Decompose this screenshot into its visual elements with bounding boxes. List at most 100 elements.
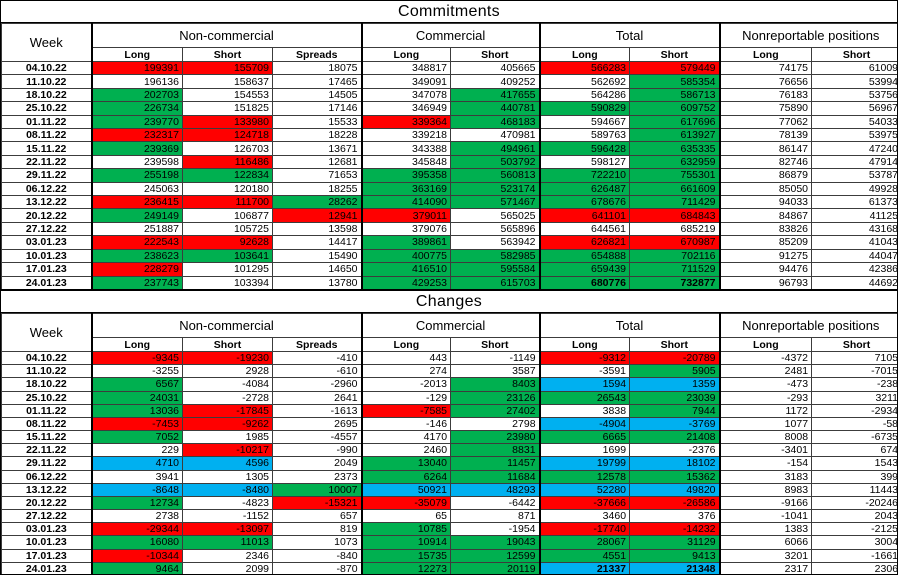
data-cell: 1383 bbox=[719, 522, 813, 537]
data-cell: 617696 bbox=[629, 114, 721, 130]
data-cell: 103641 bbox=[182, 248, 273, 264]
data-cell: 4551 bbox=[539, 548, 631, 563]
table-row: 11.10.22 -3255 2928 -610 274 3587 -3591 5905 248… bbox=[1, 364, 897, 379]
data-cell: 12578 bbox=[539, 469, 631, 484]
table-row: 27.12.22 251887 105725 13598 379076 565896 644… bbox=[1, 221, 897, 237]
data-cell: 28262 bbox=[271, 195, 363, 210]
data-cell: 564286 bbox=[539, 87, 631, 103]
data-cell: 83826 bbox=[719, 221, 813, 237]
data-cell: -9312 bbox=[539, 350, 631, 366]
data-cell: 657 bbox=[271, 509, 363, 524]
table-row: 04.10.22 199391 155709 18075 348817 405665 566… bbox=[1, 60, 897, 76]
data-cell: -26586 bbox=[629, 495, 721, 511]
week-cell: 17.01.23 bbox=[1, 548, 93, 563]
sub-header-row: Long Short Spreads Long Short Long Short… bbox=[2, 337, 897, 352]
data-cell: 6066 bbox=[719, 535, 813, 550]
data-cell: -2376 bbox=[629, 443, 721, 458]
data-cell: 44692 bbox=[811, 275, 897, 291]
data-cell: 1172 bbox=[719, 403, 813, 418]
data-cell: 2317 bbox=[719, 561, 813, 574]
data-cell: 202703 bbox=[91, 87, 183, 103]
table-row: 18.10.22 6567 -4084 -2960 -2013 8403 1594 1359-… bbox=[1, 377, 897, 392]
table-row: 25.10.22 226734 151825 17146 346949 440781 590… bbox=[1, 101, 897, 116]
data-cell: 440781 bbox=[450, 101, 541, 116]
col-header-long: Long bbox=[719, 337, 813, 352]
data-cell: 2928 bbox=[182, 364, 273, 379]
group-header-nonreportable: Nonreportable positions bbox=[719, 313, 897, 338]
data-cell: 9413 bbox=[629, 548, 721, 563]
data-cell: 245063 bbox=[91, 181, 183, 197]
data-cell: -4084 bbox=[182, 377, 273, 392]
data-cell: 54033 bbox=[811, 114, 897, 130]
data-cell: 8983 bbox=[719, 482, 813, 497]
data-cell: -2934 bbox=[811, 403, 897, 418]
data-cell: 155709 bbox=[182, 60, 273, 76]
data-cell: 85050 bbox=[719, 181, 813, 197]
group-header-commercial: Commercial bbox=[361, 23, 541, 48]
data-cell: 92628 bbox=[182, 235, 273, 250]
data-cell: 236415 bbox=[91, 195, 183, 210]
table-row: 25.10.22 24031 -2728 2641 -129 23126 26543 2303… bbox=[1, 390, 897, 405]
week-cell: 11.10.22 bbox=[1, 74, 93, 89]
data-cell: -2013 bbox=[361, 377, 452, 392]
data-cell: 755301 bbox=[629, 168, 721, 183]
data-cell: 43168 bbox=[811, 221, 897, 237]
data-cell: 13040 bbox=[361, 456, 452, 471]
data-cell: 101295 bbox=[182, 262, 273, 277]
week-cell: 22.11.22 bbox=[1, 154, 93, 170]
data-cell: 613927 bbox=[629, 128, 721, 143]
week-cell: 29.11.22 bbox=[1, 168, 93, 183]
data-cell: 400775 bbox=[361, 248, 452, 264]
data-cell: 18075 bbox=[271, 60, 363, 76]
data-cell: 49928 bbox=[811, 181, 897, 197]
group-header-non-commercial: Non-commercial bbox=[90, 313, 363, 338]
table-row: 10.01.23 238623 103641 15490 400775 582985 654… bbox=[1, 248, 897, 264]
data-cell: 11457 bbox=[450, 456, 541, 471]
col-header-long: Long bbox=[91, 47, 183, 62]
data-cell: 503792 bbox=[450, 154, 541, 170]
data-cell: -9262 bbox=[182, 416, 273, 432]
data-cell: 48293 bbox=[450, 482, 541, 497]
data-cell: 17465 bbox=[271, 74, 363, 89]
table-row: 13.12.22 -8648 -8480 10007 50921 48293 52280 49… bbox=[1, 482, 897, 497]
week-cell: 08.11.22 bbox=[1, 128, 93, 143]
col-header-long: Long bbox=[719, 47, 813, 62]
data-cell: 685219 bbox=[629, 221, 721, 237]
data-cell: 18228 bbox=[271, 128, 363, 143]
data-cell: 4596 bbox=[182, 456, 273, 471]
data-cell: 2043 bbox=[811, 509, 897, 524]
data-cell: 12273 bbox=[361, 561, 452, 574]
data-cell: 7944 bbox=[629, 403, 721, 418]
data-cell: 6264 bbox=[361, 469, 452, 484]
data-cell: -2728 bbox=[182, 390, 273, 405]
week-cell: 15.11.22 bbox=[1, 430, 93, 445]
data-cell: -1152 bbox=[182, 509, 273, 524]
group-header-row: Week Non-commercial Commercial Total Non… bbox=[1, 23, 897, 62]
data-cell: 239598 bbox=[91, 154, 183, 170]
data-cell: 237743 bbox=[91, 275, 183, 291]
data-cell: 251887 bbox=[91, 221, 183, 237]
table-row: 22.11.22 239598 116486 12681 345848 503792 598… bbox=[1, 154, 897, 170]
data-cell: 443 bbox=[361, 350, 452, 366]
data-cell: -20246 bbox=[811, 495, 897, 511]
data-cell: 1305 bbox=[182, 469, 273, 484]
data-cell: 21348 bbox=[629, 561, 721, 574]
data-cell: -1954 bbox=[450, 522, 541, 537]
col-header-long: Long bbox=[91, 337, 183, 352]
table-row: 13.12.22 236415 111700 28262 414090 571467 678… bbox=[1, 195, 897, 210]
data-cell: 82746 bbox=[719, 154, 813, 170]
data-cell: -2125 bbox=[811, 522, 897, 537]
data-cell: 15490 bbox=[271, 248, 363, 264]
data-cell: 399 bbox=[811, 469, 897, 484]
data-cell: 14505 bbox=[271, 87, 363, 103]
data-cell: 571467 bbox=[450, 195, 541, 210]
data-cell: 27402 bbox=[450, 403, 541, 418]
data-cell: 255198 bbox=[91, 168, 183, 183]
col-header-short: Short bbox=[450, 47, 541, 62]
data-cell: 376 bbox=[629, 509, 721, 524]
data-cell: 2346 bbox=[182, 548, 273, 563]
data-cell: -8648 bbox=[91, 482, 183, 497]
data-cell: 61009 bbox=[811, 60, 897, 76]
data-cell: -129 bbox=[361, 390, 452, 405]
data-cell: 77062 bbox=[719, 114, 813, 130]
